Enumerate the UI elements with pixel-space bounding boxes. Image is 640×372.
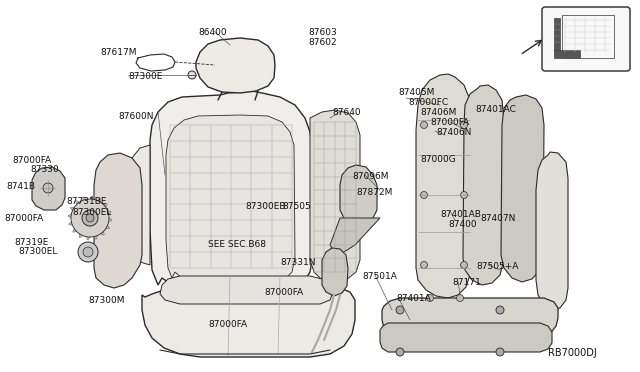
Text: 87406M: 87406M (420, 108, 456, 117)
Text: 87407N: 87407N (480, 214, 515, 223)
Polygon shape (554, 18, 560, 52)
Text: 87000FA: 87000FA (430, 118, 469, 127)
Polygon shape (104, 204, 108, 208)
Text: 87731BE: 87731BE (66, 197, 106, 206)
Text: 87330: 87330 (30, 165, 59, 174)
Circle shape (82, 210, 98, 226)
Polygon shape (108, 211, 111, 214)
Circle shape (461, 192, 467, 199)
Polygon shape (382, 298, 558, 337)
Polygon shape (79, 234, 83, 238)
Text: 87640: 87640 (332, 108, 360, 117)
Polygon shape (32, 167, 65, 210)
Text: 87505: 87505 (282, 202, 311, 211)
Polygon shape (166, 115, 295, 285)
Text: 87331N: 87331N (280, 258, 316, 267)
Polygon shape (380, 323, 552, 352)
Text: 87603: 87603 (308, 28, 337, 37)
Polygon shape (90, 196, 93, 199)
Circle shape (188, 71, 196, 79)
Text: 87000FA: 87000FA (264, 288, 303, 297)
Polygon shape (109, 218, 112, 222)
Polygon shape (106, 225, 109, 229)
Polygon shape (536, 152, 568, 310)
Text: 87600N: 87600N (118, 112, 154, 121)
Circle shape (71, 199, 109, 237)
Polygon shape (94, 153, 142, 288)
Text: 8741B: 8741B (6, 182, 35, 191)
Polygon shape (322, 248, 348, 296)
Text: RB7000DJ: RB7000DJ (548, 348, 596, 358)
Circle shape (420, 262, 428, 269)
Text: 87000FA: 87000FA (208, 320, 247, 329)
Circle shape (461, 122, 467, 128)
Polygon shape (463, 85, 504, 285)
Polygon shape (130, 145, 150, 265)
Text: 87602: 87602 (308, 38, 337, 47)
Polygon shape (76, 201, 79, 205)
Polygon shape (142, 288, 355, 357)
Polygon shape (150, 91, 312, 293)
Circle shape (461, 262, 467, 269)
Text: 87000G: 87000G (420, 155, 456, 164)
Text: 87171: 87171 (452, 278, 481, 287)
Polygon shape (554, 50, 580, 58)
Polygon shape (70, 207, 74, 211)
Circle shape (420, 192, 428, 199)
Text: 87319E: 87319E (14, 238, 49, 247)
Circle shape (43, 183, 53, 193)
Polygon shape (340, 165, 377, 223)
Polygon shape (330, 218, 380, 252)
Text: 86400: 86400 (198, 28, 227, 37)
Text: 87872M: 87872M (356, 188, 392, 197)
Text: 87300EB: 87300EB (245, 202, 285, 211)
Circle shape (456, 295, 463, 301)
Circle shape (78, 242, 98, 262)
Text: 87617M: 87617M (100, 48, 136, 57)
Text: 87401A: 87401A (396, 294, 431, 303)
Polygon shape (160, 276, 332, 304)
Text: 87000FA: 87000FA (12, 156, 51, 165)
Circle shape (426, 295, 433, 301)
Polygon shape (97, 198, 100, 202)
Text: 87505+A: 87505+A (476, 262, 518, 271)
Polygon shape (196, 38, 275, 93)
Polygon shape (93, 235, 97, 239)
Circle shape (83, 247, 93, 257)
Text: 87096M: 87096M (352, 172, 388, 181)
Polygon shape (310, 110, 360, 283)
Text: 87401AC: 87401AC (475, 105, 516, 114)
Polygon shape (83, 197, 86, 201)
Polygon shape (69, 222, 72, 225)
Text: 87300M: 87300M (88, 296, 125, 305)
Polygon shape (86, 237, 90, 240)
Circle shape (496, 306, 504, 314)
Text: 87300E: 87300E (128, 72, 163, 81)
Text: 87405M: 87405M (398, 88, 435, 97)
Circle shape (496, 348, 504, 356)
Circle shape (86, 214, 94, 222)
Circle shape (396, 306, 404, 314)
Polygon shape (100, 231, 104, 235)
Circle shape (396, 348, 404, 356)
Text: 87000FC: 87000FC (408, 98, 448, 107)
Text: 87501A: 87501A (362, 272, 397, 281)
Polygon shape (501, 95, 544, 282)
Polygon shape (73, 228, 77, 232)
Polygon shape (68, 214, 72, 218)
Text: 87401AB: 87401AB (440, 210, 481, 219)
Text: 87300EL: 87300EL (18, 247, 58, 256)
Text: 87000FA: 87000FA (4, 214, 43, 223)
FancyBboxPatch shape (542, 7, 630, 71)
Polygon shape (416, 74, 472, 298)
Text: SEE SEC.B68: SEE SEC.B68 (208, 240, 266, 249)
Text: 87300EL: 87300EL (72, 208, 111, 217)
Text: 87406N: 87406N (436, 128, 472, 137)
Circle shape (420, 122, 428, 128)
Text: 87400: 87400 (448, 220, 477, 229)
